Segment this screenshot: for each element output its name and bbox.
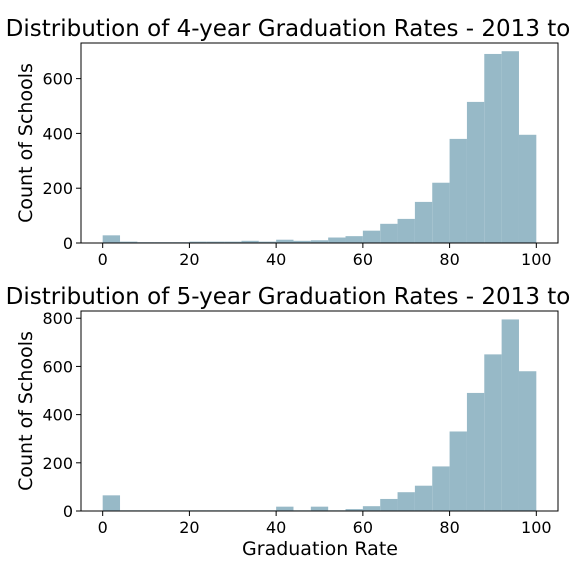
y-tick-label: 400: [42, 124, 73, 143]
y-tick-label: 0: [63, 234, 73, 253]
x-axis-label-5-year: Graduation Rate: [242, 538, 398, 560]
y-tick-label: 200: [42, 179, 73, 198]
histogram-bar: [276, 239, 294, 243]
histogram-bar: [362, 506, 381, 511]
histogram-bar: [432, 182, 450, 243]
histogram-bar: [449, 138, 467, 243]
x-tick-label: 20: [179, 518, 199, 537]
histogram-bar: [224, 241, 242, 243]
histogram-bar: [466, 392, 485, 511]
histogram-bar: [484, 354, 502, 511]
histogram-bar: [449, 431, 467, 511]
y-tick-label: 200: [42, 454, 73, 473]
x-tick-label: 80: [439, 518, 459, 537]
x-tick-label: 0: [98, 518, 108, 537]
chart-title-4-year: Distribution of 4-year Graduation Rates …: [6, 16, 571, 42]
histogram-bar: [120, 241, 138, 243]
y-axis-label-4-year: Count of Schools: [15, 63, 37, 223]
histogram-bar: [397, 218, 415, 243]
x-tick-label: 40: [266, 518, 286, 537]
histogram-bar: [345, 509, 363, 511]
histogram-bar: [466, 101, 485, 243]
histogram-bar: [501, 51, 519, 243]
ticks-5-year: 0 20 40 60 80 100 0 200 400 600 800: [42, 309, 551, 537]
x-tick-label: 60: [353, 518, 373, 537]
histogram-bar: [518, 371, 537, 511]
y-axis-label-5-year: Count of Schools: [15, 331, 37, 491]
y-tick-label: 800: [42, 309, 73, 328]
histogram-bar: [310, 506, 329, 511]
y-tick-label: 0: [63, 502, 73, 521]
histogram-bar: [518, 134, 537, 243]
histogram-bar: [102, 235, 121, 243]
histogram-bar: [380, 498, 398, 511]
x-tick-label: 40: [266, 250, 286, 269]
histogram-bar: [310, 240, 329, 243]
chart-panel-4-year: Distribution of 4-year Graduation Rates …: [6, 16, 571, 269]
histogram-bar: [432, 466, 450, 511]
histogram-bar: [241, 240, 259, 243]
x-tick-label: 100: [521, 518, 552, 537]
histogram-bar: [414, 201, 433, 243]
histogram-bar: [362, 230, 381, 243]
histogram-bar: [189, 241, 207, 243]
histogram-bar: [501, 319, 519, 511]
ticks-4-year: 0 20 40 60 80 100 0 200 400 600: [42, 70, 551, 269]
bars-4-year: [102, 51, 537, 243]
y-tick-label: 600: [42, 70, 73, 89]
histogram-bar: [258, 241, 277, 243]
histogram-bar: [484, 53, 502, 243]
x-tick-label: 0: [98, 250, 108, 269]
histogram-bar: [345, 236, 363, 243]
plot-frame-5-year: [80, 310, 559, 512]
chart-title-5-year: Distribution of 5-year Graduation Rates …: [6, 284, 571, 310]
y-tick-label: 400: [42, 406, 73, 425]
x-tick-label: 80: [439, 250, 459, 269]
x-tick-label: 100: [521, 250, 552, 269]
x-tick-label: 20: [179, 250, 199, 269]
histogram-bar: [102, 495, 121, 511]
plot-frame-4-year: [80, 42, 559, 244]
bars-5-year: [102, 319, 537, 511]
histogram-bar: [276, 506, 294, 511]
histogram-bar: [328, 237, 346, 243]
histogram-bar: [206, 241, 225, 243]
x-tick-label: 60: [353, 250, 373, 269]
histogram-bar: [397, 492, 415, 511]
histogram-bar: [414, 485, 433, 511]
chart-panel-5-year: Distribution of 5-year Graduation Rates …: [6, 284, 571, 560]
histogram-bar: [293, 240, 311, 243]
y-tick-label: 600: [42, 357, 73, 376]
histogram-bar: [380, 223, 398, 243]
